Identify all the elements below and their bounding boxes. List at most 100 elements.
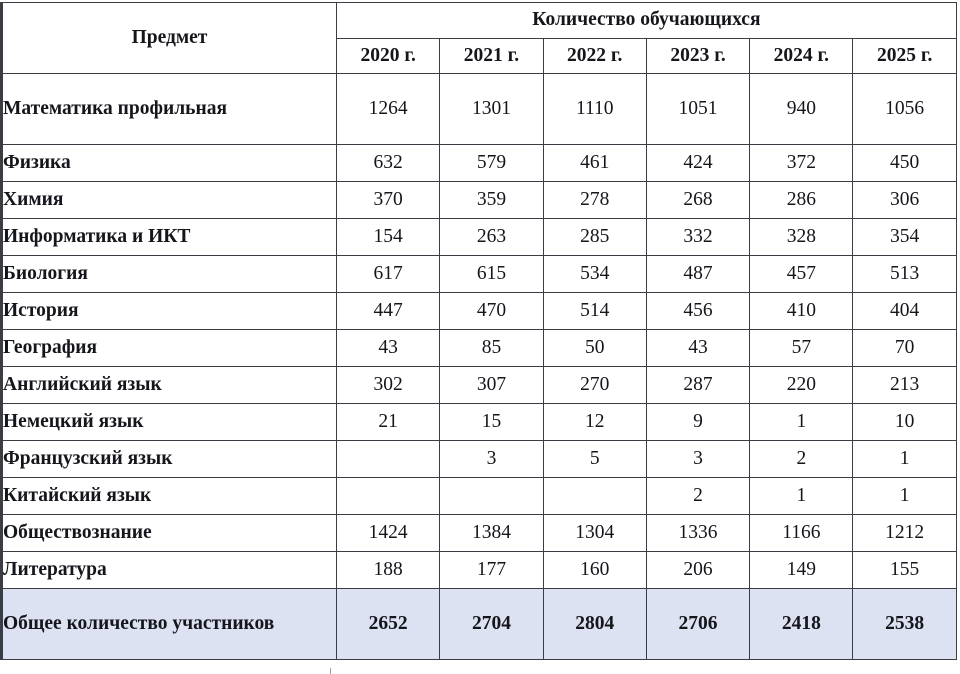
table-row: Французский язык 3 5 3 2 1 — [2, 440, 957, 478]
value-cell: 306 — [852, 181, 957, 219]
table-row: Китайский язык 2 1 1 — [2, 477, 957, 515]
value-cell: 1 — [749, 477, 854, 515]
value-cell: 410 — [749, 292, 854, 330]
subject-cell: Французский язык — [2, 440, 337, 478]
value-cell: 457 — [749, 255, 854, 293]
table-row: Обществознание 1424 1384 1304 1336 1166 1212 — [2, 514, 957, 552]
table-row: География 43 85 50 43 57 70 — [2, 329, 957, 367]
value-cell: 1110 — [542, 73, 647, 145]
value-cell: 514 — [542, 292, 647, 330]
column-header-year-2021: 2021 г. — [439, 38, 544, 74]
table-row: Литература 188 177 160 206 149 155 — [2, 551, 957, 589]
value-cell: 287 — [645, 366, 751, 404]
subject-cell: Обществознание — [2, 514, 337, 552]
value-cell: 285 — [542, 218, 647, 256]
value-cell — [439, 477, 544, 515]
table-row: Информатика и ИКТ 154 263 285 332 328 354 — [2, 218, 957, 256]
value-cell: 21 — [335, 403, 441, 441]
total-value-cell: 2804 — [542, 588, 647, 660]
page-fold-tick — [330, 668, 331, 674]
table-row: Немецкий язык 21 15 12 9 1 10 — [2, 403, 957, 441]
table-header: Предмет Количество обучающихся 2020 г. 2… — [2, 2, 957, 74]
value-cell: 268 — [645, 181, 751, 219]
column-header-year-2020: 2020 г. — [335, 38, 441, 74]
table-body: Математика профильная 1264 1301 1110 1051 940… — [2, 73, 957, 660]
table-row: История 447 470 514 456 410 404 — [2, 292, 957, 330]
value-cell: 615 — [439, 255, 544, 293]
value-cell: 1051 — [645, 73, 751, 145]
value-cell: 278 — [542, 181, 647, 219]
table-row: Биология 617 615 534 487 457 513 — [2, 255, 957, 293]
value-cell: 302 — [335, 366, 441, 404]
column-header-year-2025: 2025 г. — [852, 38, 957, 74]
value-cell: 354 — [852, 218, 957, 256]
subject-cell: Химия — [2, 181, 337, 219]
column-header-group-students-count: Количество обучающихся — [336, 2, 957, 39]
total-value-cell: 2706 — [645, 588, 751, 660]
value-cell: 9 — [645, 403, 751, 441]
value-cell: 632 — [335, 144, 441, 182]
value-cell: 43 — [335, 329, 441, 367]
subject-cell: География — [2, 329, 337, 367]
subject-cell: Английский язык — [2, 366, 337, 404]
value-cell: 461 — [542, 144, 647, 182]
value-cell: 286 — [749, 181, 854, 219]
header-row-years: 2020 г. 2021 г. 2022 г. 2023 г. 2024 г. … — [3, 38, 957, 74]
value-cell: 43 — [645, 329, 751, 367]
value-cell: 263 — [439, 218, 544, 256]
table-row: Физика 632 579 461 424 372 450 — [2, 144, 957, 182]
value-cell: 487 — [645, 255, 751, 293]
value-cell: 50 — [542, 329, 647, 367]
value-cell: 160 — [542, 551, 647, 589]
column-header-year-2023: 2023 г. — [645, 38, 751, 74]
subject-cell: Литература — [2, 551, 337, 589]
value-cell: 3 — [439, 440, 544, 478]
value-cell: 450 — [852, 144, 957, 182]
value-cell: 85 — [439, 329, 544, 367]
value-cell: 617 — [335, 255, 441, 293]
value-cell: 1424 — [335, 514, 441, 552]
value-cell: 154 — [335, 218, 441, 256]
total-value-cell: 2704 — [439, 588, 544, 660]
value-cell: 513 — [852, 255, 957, 293]
value-cell: 5 — [542, 440, 647, 478]
value-cell: 2 — [749, 440, 854, 478]
value-cell: 359 — [439, 181, 544, 219]
value-cell: 57 — [749, 329, 854, 367]
value-cell: 470 — [439, 292, 544, 330]
value-cell: 177 — [439, 551, 544, 589]
value-cell: 332 — [645, 218, 751, 256]
value-cell: 1166 — [749, 514, 854, 552]
value-cell — [335, 477, 441, 515]
subject-cell: Китайский язык — [2, 477, 337, 515]
subject-cell: Немецкий язык — [2, 403, 337, 441]
value-cell: 456 — [645, 292, 751, 330]
value-cell: 206 — [645, 551, 751, 589]
value-cell: 307 — [439, 366, 544, 404]
value-cell: 2 — [645, 477, 751, 515]
value-cell: 155 — [852, 551, 957, 589]
subject-cell: Биология — [2, 255, 337, 293]
value-cell: 1336 — [645, 514, 751, 552]
value-cell: 3 — [645, 440, 751, 478]
value-cell: 15 — [439, 403, 544, 441]
table-row: Математика профильная 1264 1301 1110 1051 940… — [2, 73, 957, 145]
value-cell: 424 — [645, 144, 751, 182]
value-cell: 404 — [852, 292, 957, 330]
value-cell — [542, 477, 647, 515]
value-cell: 1301 — [439, 73, 544, 145]
value-cell: 534 — [542, 255, 647, 293]
subject-cell: Физика — [2, 144, 337, 182]
table-row: Химия 370 359 278 268 286 306 — [2, 181, 957, 219]
value-cell: 372 — [749, 144, 854, 182]
subject-cell: Информатика и ИКТ — [2, 218, 337, 256]
value-cell: 1 — [852, 440, 957, 478]
table-row: Английский язык 302 307 270 287 220 213 — [2, 366, 957, 404]
value-cell — [335, 440, 441, 478]
value-cell: 1264 — [335, 73, 441, 145]
value-cell: 149 — [749, 551, 854, 589]
value-cell: 270 — [542, 366, 647, 404]
value-cell: 213 — [852, 366, 957, 404]
value-cell: 328 — [749, 218, 854, 256]
value-cell: 220 — [749, 366, 854, 404]
